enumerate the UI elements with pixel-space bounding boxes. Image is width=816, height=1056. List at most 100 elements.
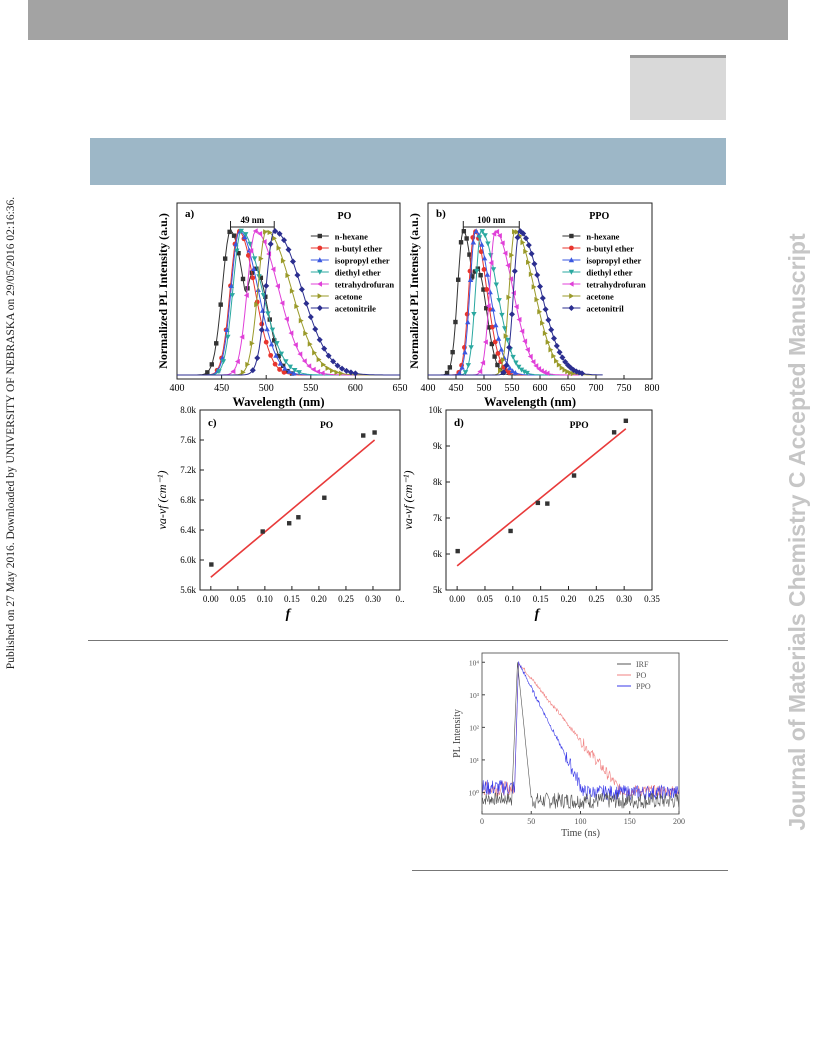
data-point: [498, 346, 505, 352]
data-point: [274, 341, 280, 347]
data-point: [269, 327, 276, 333]
fit-line: [210, 439, 376, 578]
data-point: [330, 358, 337, 365]
data-point: [316, 356, 322, 363]
data-point: [220, 359, 227, 365]
data-point: [488, 253, 494, 259]
lippert-plot: 0.00 0.05 0.10 0.15 0.20 0.25 0.30 0.. 5.6k 6.0k 6…: [155, 405, 405, 622]
data-point: [236, 250, 241, 256]
pl-spectrum-chart: 400 450 500 550 600 650 700 750 800 Wavelength (n…: [407, 202, 660, 409]
x-tick-label: 0.20: [311, 594, 327, 604]
data-point: [296, 515, 301, 520]
data-point: [571, 473, 577, 478]
data-point: [347, 369, 354, 376]
annotation-label: 100 nm: [477, 215, 506, 225]
data-point: [565, 368, 571, 375]
data-point: [250, 275, 256, 281]
data-point: [242, 234, 248, 240]
data-point: [534, 296, 540, 303]
data-point: [479, 241, 485, 247]
plot-frame: [199, 409, 401, 591]
data-point: [511, 268, 518, 275]
data-point: [455, 548, 460, 554]
data-point: [272, 235, 277, 241]
data-point: [505, 262, 511, 269]
data-point: [506, 370, 512, 376]
data-point: [281, 237, 288, 244]
legend-label: acetonitril: [586, 304, 624, 314]
data-point: [470, 274, 475, 279]
y-tick-label: 7k: [433, 513, 443, 523]
data-point: [533, 363, 539, 369]
data-point: [283, 359, 289, 365]
data-point: [319, 370, 325, 376]
legend-label: acetone: [586, 292, 614, 302]
data-point: [321, 345, 328, 352]
lippert-plot: 0.00 0.05 0.10 0.15 0.20 0.25 0.30 0.35 5k 6k 7k 8k…: [401, 405, 660, 622]
data-point: [527, 353, 533, 360]
data-point: [579, 370, 585, 377]
data-point: [480, 360, 486, 366]
data-point: [268, 352, 274, 358]
data-point: [294, 272, 301, 279]
data-point: [279, 300, 285, 306]
x-tick-label: 0.35: [644, 594, 660, 604]
x-tick-label: 50: [527, 817, 535, 826]
data-point: [231, 233, 237, 238]
data-point: [272, 361, 278, 367]
series-line: [428, 230, 558, 376]
data-point: [493, 282, 500, 288]
legend-label: n-butyl ether: [335, 244, 383, 254]
data-point: [513, 360, 519, 366]
data-point: [545, 339, 551, 345]
data-point: [484, 287, 490, 292]
data-point: [325, 352, 332, 359]
data-point: [307, 313, 314, 320]
x-tick-label: 0.00: [449, 594, 465, 604]
data-point: [216, 369, 222, 375]
y-tick-label: 7.6k: [180, 435, 196, 445]
data-point: [317, 269, 323, 275]
data-point: [468, 345, 474, 351]
data-point: [499, 312, 505, 318]
legend-label: tetrahydrofuran: [335, 280, 395, 290]
data-point: [531, 260, 538, 267]
data-point: [476, 235, 483, 241]
data-point: [508, 528, 513, 534]
legend-label: PPO: [636, 682, 651, 691]
data-point: [470, 239, 477, 245]
data-point: [528, 271, 534, 277]
compound-label: PO: [320, 421, 333, 431]
data-point: [554, 358, 559, 364]
x-tick-label: 750: [617, 383, 632, 394]
panel-letter: c): [208, 417, 217, 429]
data-point: [275, 283, 280, 289]
data-point: [534, 271, 541, 278]
plot-frame: [176, 202, 401, 380]
x-tick-label: 0.10: [505, 594, 521, 604]
y-tick-label: 7.2k: [180, 465, 196, 475]
x-tick-label: 400: [170, 383, 185, 394]
y-tick-label: 5k: [433, 585, 443, 595]
data-point: [225, 334, 231, 340]
data-point: [568, 269, 575, 275]
data-point: [508, 276, 514, 282]
data-point: [322, 495, 327, 500]
x-axis-label: f: [535, 607, 541, 622]
data-point: [510, 354, 516, 360]
data-point: [486, 325, 492, 330]
data-point: [490, 306, 496, 312]
legend-label: n-butyl ether: [586, 244, 634, 254]
data-point: [516, 364, 522, 370]
x-tick-label: 0.15: [284, 594, 300, 604]
x-tick-label: 450: [449, 383, 464, 394]
data-point: [540, 320, 545, 326]
data-point: [261, 238, 267, 245]
data-point: [247, 241, 253, 247]
data-point: [492, 339, 498, 345]
series-irf: [481, 662, 680, 810]
data-point: [485, 303, 491, 309]
data-point: [545, 501, 550, 506]
data-point: [291, 370, 297, 376]
data-point: [490, 267, 497, 273]
